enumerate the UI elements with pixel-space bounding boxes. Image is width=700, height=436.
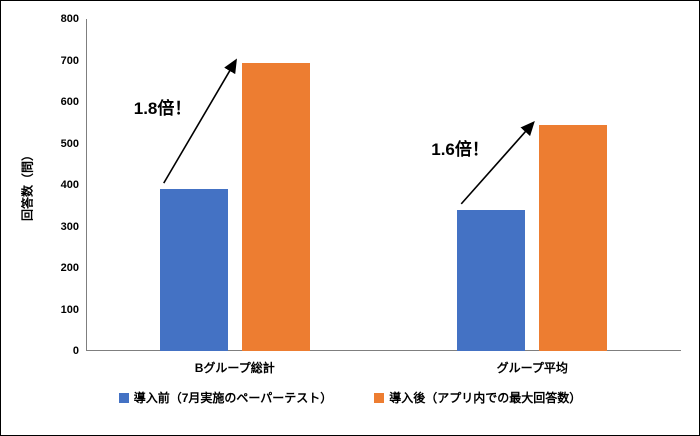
y-tick-label: 500: [60, 137, 79, 150]
legend-item: 導入後（アプリ内での最大回答数）: [374, 389, 581, 406]
plot-area: [86, 19, 681, 351]
y-tick-label: 400: [60, 179, 79, 191]
y-tick-label: 700: [60, 54, 79, 67]
legend: 導入前（7月実施のペーパーテスト） 導入後（アプリ内での最大回答数）: [1, 389, 699, 406]
ratio-annotation: 1.6倍！: [431, 140, 489, 160]
legend-label: 導入後（アプリ内での最大回答数）: [389, 391, 582, 405]
y-tick-label: 200: [60, 262, 79, 274]
y-tick-label: 0: [72, 345, 79, 357]
bar-導入前（7月実施のペーパーテスト）-グループ平均: [457, 209, 526, 351]
bar-導入後（アプリ内での最大回答数）-Bグループ総計: [241, 62, 310, 351]
bar-導入前（7月実施のペーパーテスト）-Bグループ総計: [159, 189, 228, 351]
x-axis-label: Bグループ総計: [194, 361, 275, 375]
bar-導入後（アプリ内での最大回答数）-グループ平均: [539, 124, 608, 351]
legend-swatch-icon: [374, 392, 385, 403]
x-axis-label: グループ平均: [496, 361, 568, 375]
ratio-annotation: 1.8倍！: [133, 98, 192, 118]
y-tick-label: 100: [60, 303, 79, 316]
y-axis-title: 回答数（問）: [20, 148, 35, 222]
y-tick-label: 800: [60, 13, 79, 25]
legend-item: 導入前（7月実施のペーパーテスト）: [118, 389, 333, 406]
legend-swatch-icon: [118, 392, 129, 403]
y-tick-label: 600: [60, 96, 79, 108]
legend-label: 導入前（7月実施のペーパーテスト）: [133, 391, 333, 405]
y-tick-label: 300: [60, 220, 79, 233]
